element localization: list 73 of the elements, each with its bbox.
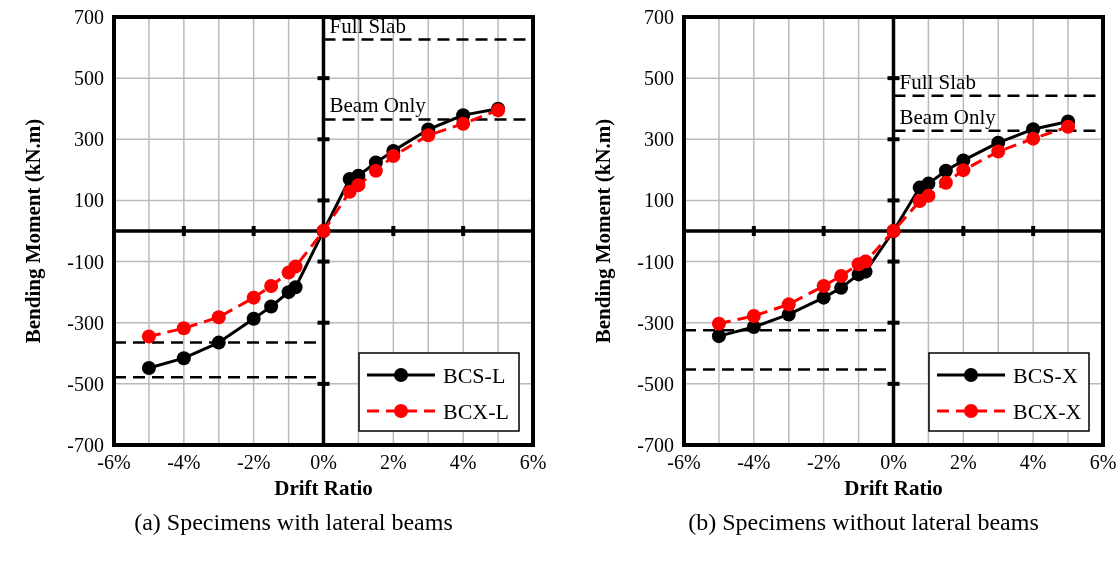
point — [938, 163, 953, 178]
x-tick-label: 0% — [880, 451, 907, 473]
point — [288, 280, 303, 295]
legend-label: BCS-X — [1013, 363, 1078, 388]
y-tick-label: 100 — [644, 189, 674, 212]
x-tick-label: 0% — [310, 451, 337, 473]
x-tick-label: 6% — [519, 451, 547, 473]
y-tick-label: 100 — [74, 189, 104, 212]
point — [264, 299, 279, 314]
point — [858, 254, 873, 269]
legend-label: BCX-L — [443, 399, 509, 424]
y-tick-label: -100 — [637, 250, 674, 273]
point — [246, 290, 261, 305]
ref-line-label: Beam Only — [899, 104, 997, 129]
x-axis-title: Drift Ratio — [844, 476, 943, 500]
point — [456, 116, 471, 131]
point — [368, 163, 383, 178]
y-tick-label: -300 — [67, 311, 104, 334]
point — [1026, 131, 1041, 146]
point — [711, 316, 726, 331]
point — [421, 128, 436, 143]
text: (b) Specimens without lateral beams — [688, 509, 1039, 535]
point — [141, 329, 156, 344]
ref-line-label: Full Slab — [329, 13, 406, 38]
point — [211, 335, 226, 350]
point — [834, 280, 849, 295]
x-tick-label: 4% — [1019, 451, 1047, 473]
y-tick-label: 500 — [644, 67, 674, 90]
x-tick-label: -2% — [807, 451, 841, 473]
y-axis-title: Bending Moment (kN.m) — [21, 118, 45, 344]
y-tick-label: 500 — [74, 67, 104, 90]
x-axis-title: Drift Ratio — [274, 476, 373, 500]
point — [264, 279, 279, 294]
x-tick-label: 2% — [380, 451, 407, 473]
point — [351, 178, 366, 193]
point — [956, 163, 971, 178]
x-tick-label: -4% — [167, 451, 201, 473]
point — [711, 329, 726, 344]
y-tick-label: -500 — [67, 372, 104, 395]
legend-label: BCX-X — [1013, 399, 1082, 424]
y-tick-label: -300 — [637, 311, 674, 334]
point — [834, 268, 849, 283]
point — [921, 176, 936, 191]
x-tick-label: 4% — [449, 451, 477, 473]
y-tick-label: -500 — [637, 372, 674, 395]
point — [921, 188, 936, 203]
point — [211, 310, 226, 325]
y-tick-label: 300 — [74, 128, 104, 151]
point — [288, 259, 303, 274]
point — [246, 311, 261, 326]
x-tick-label: -2% — [237, 451, 271, 473]
point — [746, 308, 761, 323]
y-tick-label: 700 — [644, 6, 674, 28]
text: (a) Specimens with lateral beams — [134, 509, 453, 535]
point — [176, 321, 191, 336]
point — [141, 360, 156, 375]
y-axis-title: Bending Moment (kN.m) — [591, 118, 615, 344]
point — [781, 297, 796, 312]
point — [816, 279, 831, 294]
x-tick-label: -4% — [737, 451, 771, 473]
x-tick-label: 6% — [1089, 451, 1117, 473]
legend-label: BCS-L — [443, 363, 506, 388]
x-tick-label: 2% — [950, 451, 977, 473]
point — [1061, 119, 1076, 134]
point — [991, 144, 1006, 159]
point — [386, 149, 401, 164]
point — [938, 175, 953, 190]
y-tick-label: -100 — [67, 250, 104, 273]
y-tick-label: 300 — [644, 128, 674, 151]
y-tick-label: 700 — [74, 6, 104, 28]
ref-line-label: Full Slab — [899, 69, 976, 94]
point — [176, 351, 191, 366]
ref-line-label: Beam Only — [329, 93, 427, 118]
